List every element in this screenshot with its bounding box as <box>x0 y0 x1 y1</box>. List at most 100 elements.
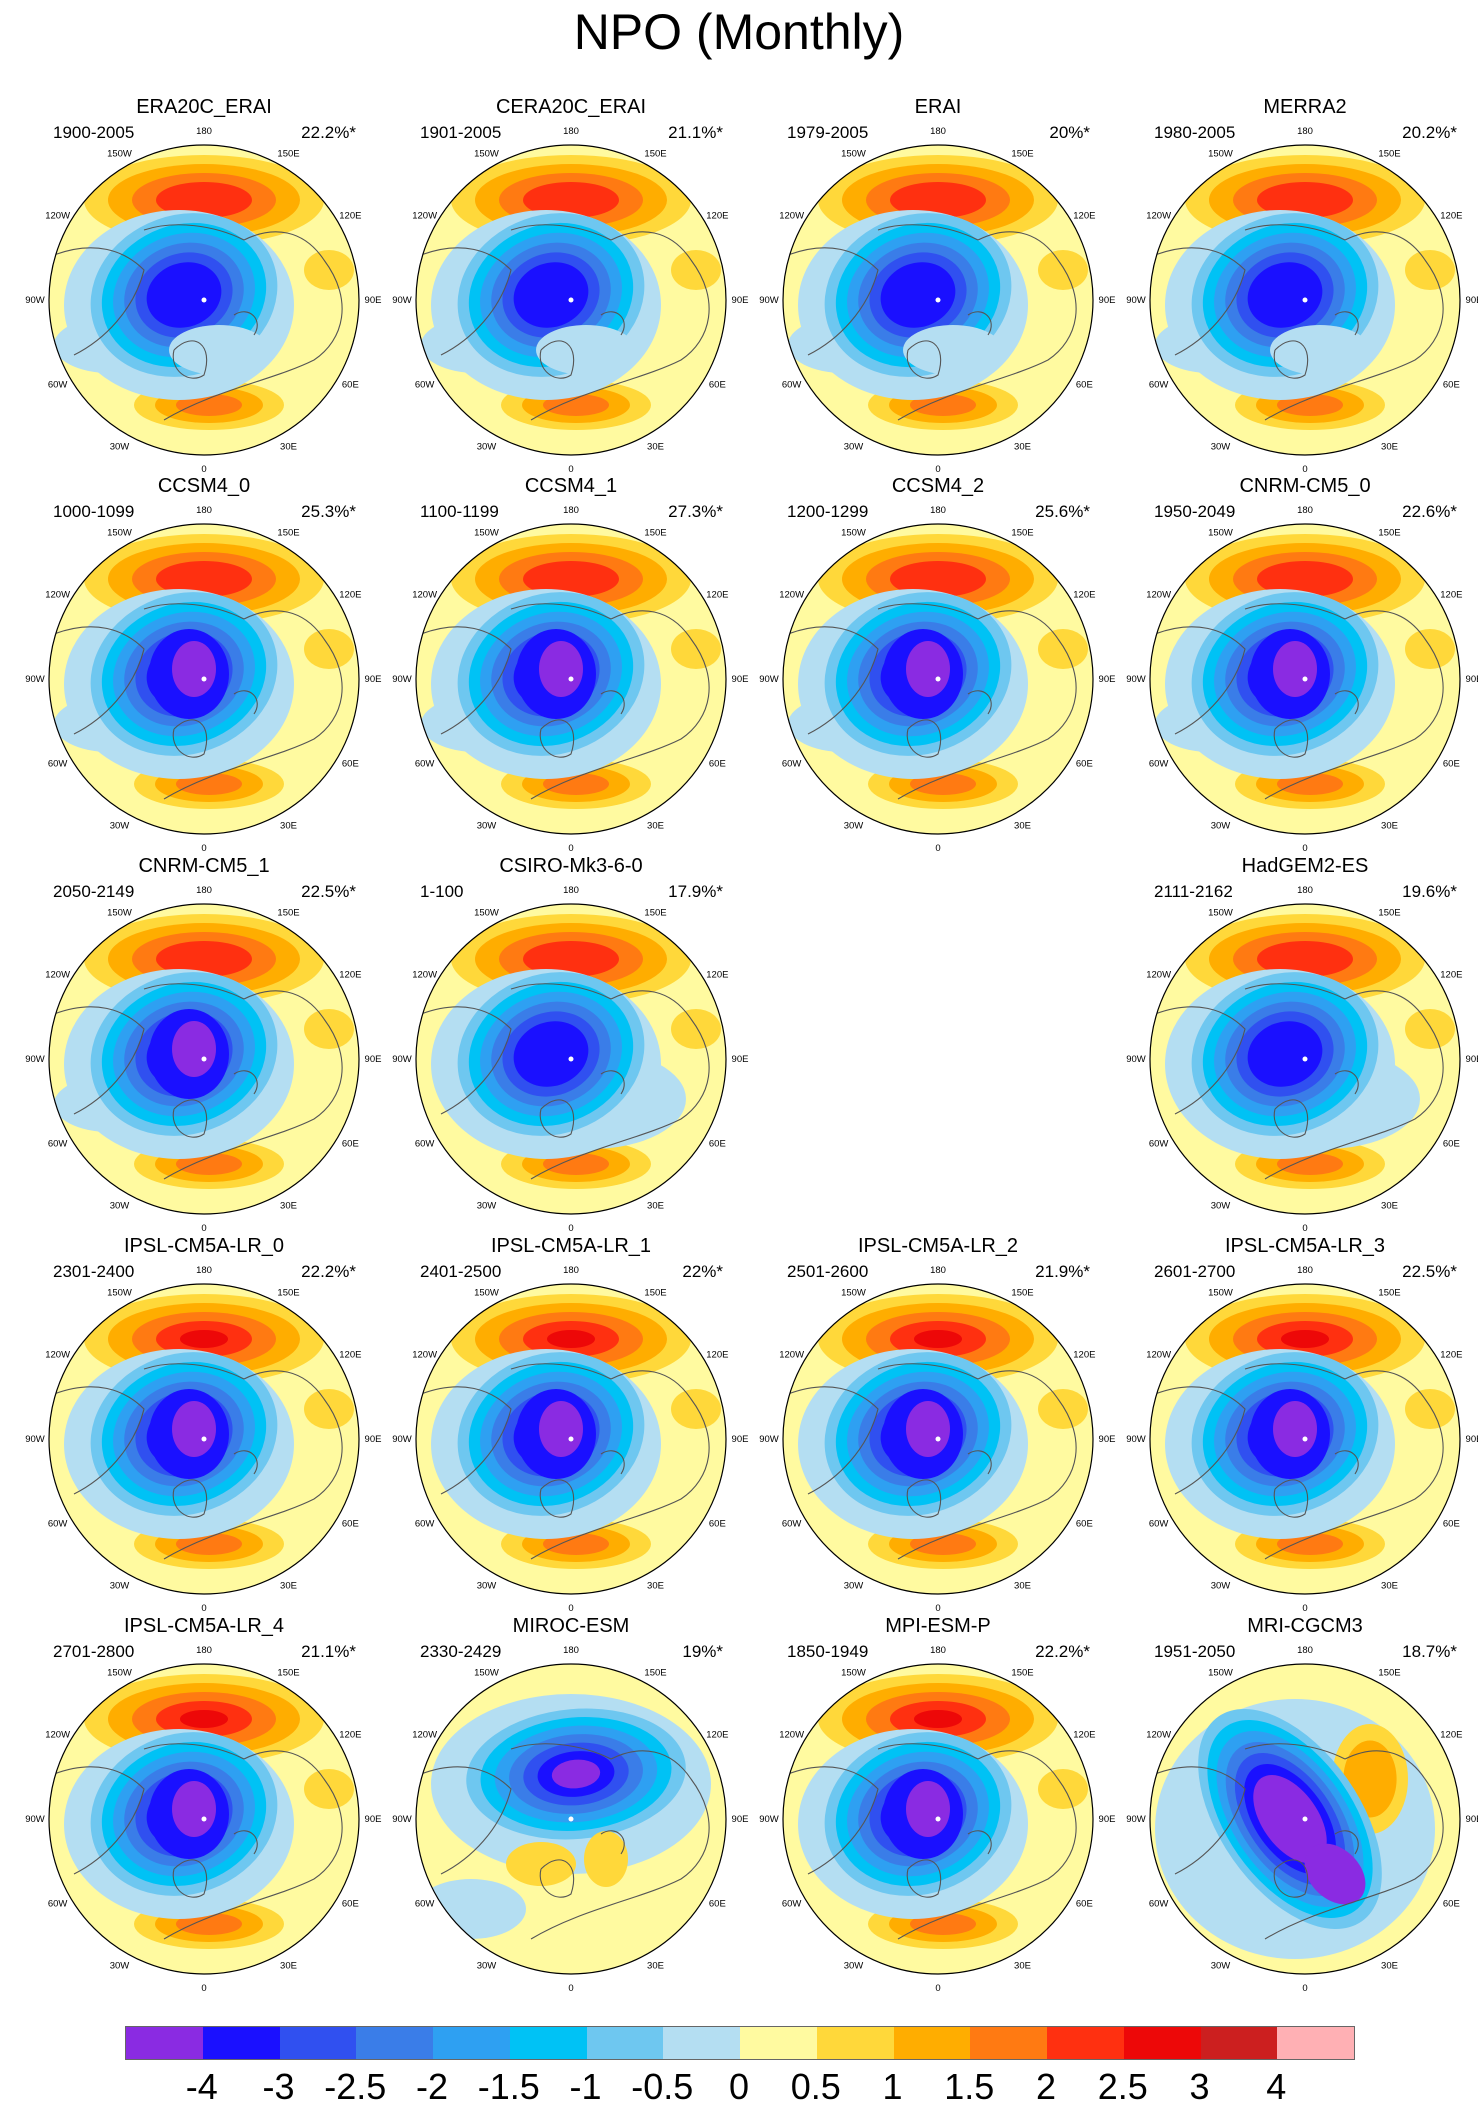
panel-title: CCSM4_1 <box>524 475 618 497</box>
polar-map: 180 150E 120E 90E 60E 30E 0 30W 60W 90W 120W 150W <box>1126 885 1478 1234</box>
longitude-label: 60E <box>1076 759 1093 770</box>
polar-map: 180 150E 120E 90E 60E 30E 0 30W 60W 90W 120W 150W <box>392 505 748 854</box>
contour-field <box>1150 1284 1460 1594</box>
polar-map: 180 150E 120E 90E 60E 30E 0 30W 60W 90W 120W 150W <box>759 505 1116 854</box>
longitude-label: 90E <box>1099 1434 1116 1445</box>
panel-variance: 27.3%* <box>668 502 723 521</box>
panel-title: IPSL-CM5A-LR_4 <box>123 1615 285 1637</box>
longitude-label: 90E <box>732 1434 749 1445</box>
panel-period: 1850-1949 <box>787 1642 869 1661</box>
longitude-label: 120W <box>45 211 70 222</box>
longitude-label: 120E <box>1440 1730 1462 1741</box>
longitude-label: 180 <box>563 885 579 896</box>
longitude-label: 150W <box>1208 528 1233 539</box>
longitude-label: 90W <box>1126 1054 1146 1065</box>
colorbar-swatch <box>1200 2027 1278 2059</box>
colorbar-swatch <box>586 2027 664 2059</box>
longitude-label: 120E <box>706 1730 728 1741</box>
longitude-label: 120W <box>1146 970 1171 981</box>
longitude-label: 90W <box>392 1054 412 1065</box>
longitude-label: 90E <box>1466 674 1478 685</box>
longitude-label: 0 <box>568 843 573 854</box>
longitude-label: 180 <box>196 505 212 516</box>
longitude-label: 120W <box>45 970 70 981</box>
longitude-label: 120W <box>45 590 70 601</box>
longitude-label: 180 <box>563 126 579 137</box>
panel-variance: 21.1%* <box>301 1642 356 1661</box>
longitude-label: 0 <box>568 1983 573 1994</box>
contour-field <box>1150 524 1460 834</box>
map-panel: 180 150E 120E 90E 60E 30E 0 30W 60W 90W 120W 150W ER… <box>20 95 388 475</box>
longitude-label: 150W <box>841 1668 866 1679</box>
polar-map: 180 150E 120E 90E 60E 30E 0 30W 60W 90W 120W 150W <box>1126 505 1478 854</box>
colorbar-swatch <box>970 2027 1047 2059</box>
longitude-label: 90W <box>759 1814 779 1825</box>
colorbar-label: -2 <box>415 2066 449 2107</box>
contour-field <box>783 524 1093 834</box>
panel-variance: 18.7%* <box>1402 1642 1457 1661</box>
polar-map: 180 150E 120E 90E 60E 30E 0 30W 60W 90W 120W 150W <box>392 885 748 1234</box>
panel-variance: 22.5%* <box>301 882 356 901</box>
longitude-label: 120W <box>1146 590 1171 601</box>
map-border <box>48 144 360 456</box>
longitude-label: 150W <box>107 1668 132 1679</box>
longitude-label: 60W <box>48 380 68 391</box>
polar-map: 180 150E 120E 90E 60E 30E 0 30W 60W 90W 120W 150W <box>25 1645 381 1994</box>
longitude-label: 60W <box>1149 1519 1169 1530</box>
longitude-label: 120W <box>779 590 804 601</box>
panel-period: 1951-2050 <box>1154 1642 1236 1661</box>
polar-map: 180 150E 120E 90E 60E 30E 0 30W 60W 90W 120W 150W <box>392 126 748 475</box>
panel-title: IPSL-CM5A-LR_2 <box>857 1235 1019 1257</box>
map-border <box>415 1663 727 1975</box>
longitude-label: 30W <box>477 441 497 452</box>
panel-period: 1950-2049 <box>1154 502 1236 521</box>
polar-map: 180 150E 120E 90E 60E 30E 0 30W 60W 90W 120W 150W <box>392 1265 749 1614</box>
longitude-label: 0 <box>201 1983 206 1994</box>
panel-title: IPSL-CM5A-LR_0 <box>123 1235 285 1257</box>
polar-map: 180 150E 120E 90E 60E 30E 0 30W 60W 90W 120W 150W <box>25 126 381 475</box>
longitude-label: 120E <box>339 1730 361 1741</box>
longitude-label: 0 <box>568 464 573 475</box>
longitude-label: 150W <box>1208 1288 1233 1299</box>
panel-period: 1980-2005 <box>1154 123 1236 142</box>
longitude-label: 30E <box>1014 441 1031 452</box>
map-panel: 180 150E 120E 90E 60E 30E 0 30W 60W 90W 120W 150W CE… <box>387 95 755 475</box>
colorbar-label: -3 <box>262 2066 295 2107</box>
longitude-label: 150W <box>841 528 866 539</box>
longitude-label: 90W <box>25 674 45 685</box>
longitude-label: 30W <box>110 820 130 831</box>
longitude-label: 90W <box>1126 1434 1146 1445</box>
contour-field <box>49 1664 359 1974</box>
longitude-label: 180 <box>930 505 946 516</box>
longitude-label: 0 <box>1302 1603 1307 1614</box>
map-panel: 180 150E 120E 90E 60E 30E 0 30W 60W 90W 120W 150W MP… <box>754 1614 1122 1994</box>
map-panel: 180 150E 120E 90E 60E 30E 0 30W 60W 90W 120W 150W CC… <box>754 474 1122 854</box>
longitude-label: 90W <box>25 1434 45 1445</box>
panel-title: ERA20C_ERAI <box>136 96 272 118</box>
longitude-label: 90E <box>1099 674 1116 685</box>
longitude-label: 60W <box>415 380 435 391</box>
longitude-label: 0 <box>935 843 940 854</box>
map-panel: 180 150E 120E 90E 60E 30E 0 30W 60W 90W 120W 150W CN… <box>1121 474 1478 854</box>
longitude-label: 90W <box>392 1814 412 1825</box>
panel-period: 1-100 <box>420 882 464 901</box>
longitude-label: 30E <box>1381 1960 1398 1971</box>
longitude-label: 150W <box>107 1288 132 1299</box>
longitude-label: 90W <box>1126 674 1146 685</box>
panel-period: 2701-2800 <box>53 1642 135 1661</box>
longitude-label: 150E <box>277 1668 299 1679</box>
panel-variance: 22%* <box>682 1262 723 1281</box>
colorbar-swatch <box>816 2027 894 2059</box>
contour-field <box>49 904 359 1214</box>
map-panel: 180 150E 120E 90E 60E 30E 0 30W 60W 90W 120W 150W CC… <box>387 474 755 854</box>
longitude-label: 60W <box>48 1519 68 1530</box>
longitude-label: 90E <box>365 1434 382 1445</box>
longitude-label: 120W <box>45 1730 70 1741</box>
colorbar-label: 1.5 <box>944 2066 995 2107</box>
longitude-label: 60W <box>1149 759 1169 770</box>
map-border <box>782 1283 1094 1595</box>
map-panel: 180 150E 120E 90E 60E 30E 0 30W 60W 90W 120W 150W ME… <box>1121 95 1478 475</box>
panel-period: 2330-2429 <box>420 1642 502 1661</box>
longitude-label: 120E <box>706 211 728 222</box>
longitude-label: 60E <box>1076 1519 1093 1530</box>
